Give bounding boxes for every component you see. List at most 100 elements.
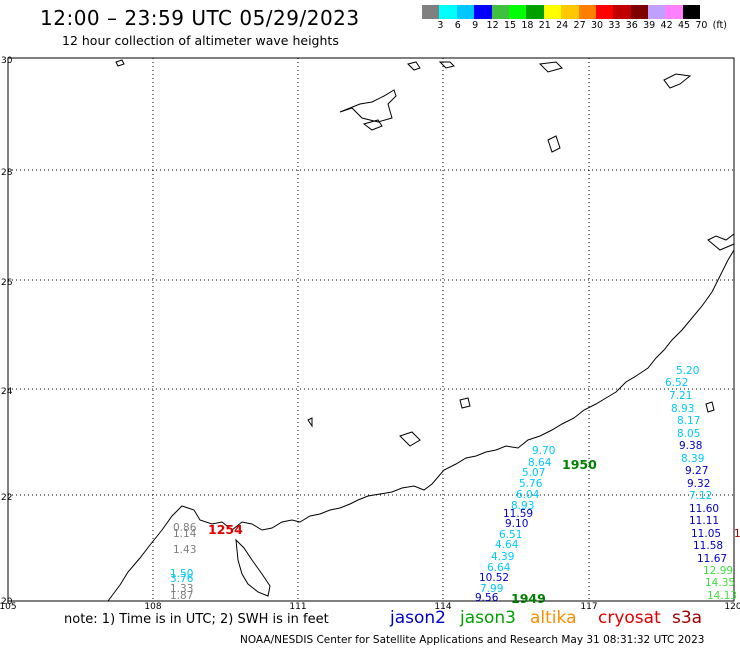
scale-label: 9 bbox=[472, 20, 479, 31]
scale-unit: (ft) bbox=[712, 20, 727, 31]
lat-label: 20 bbox=[1, 597, 13, 607]
wave-height-value: 7.99 bbox=[480, 583, 504, 595]
scale-swatch bbox=[543, 5, 562, 19]
pass-time: 1949 bbox=[511, 591, 546, 606]
lon-label: 108 bbox=[144, 602, 161, 610]
latitude-labels: 30 28 26 24 22 20 bbox=[1, 56, 13, 607]
wave-height-value: 11.58 bbox=[693, 540, 724, 552]
wave-height-value: 3.76 bbox=[170, 573, 194, 585]
scale-label: 6 bbox=[454, 20, 461, 31]
scale-label: 70 bbox=[695, 20, 708, 31]
wave-height-value: 9.70 bbox=[532, 445, 556, 457]
wave-height-value: 10.52 bbox=[479, 572, 510, 584]
wave-height-value: 7.12 bbox=[689, 490, 713, 502]
scale-swatch bbox=[422, 5, 440, 19]
scale-swatch bbox=[439, 5, 457, 19]
wave-height-value: 9.56 bbox=[475, 592, 499, 604]
pass-time: 1950 bbox=[562, 457, 597, 472]
scale-label: 15 bbox=[503, 20, 517, 31]
wave-height-value: 7.21 bbox=[669, 390, 693, 402]
wave-height-value: 8.17 bbox=[677, 415, 701, 427]
scale-label: 36 bbox=[625, 20, 638, 31]
scale-swatch bbox=[474, 5, 492, 19]
scale-label: 33 bbox=[608, 20, 621, 31]
scale-label: 18 bbox=[521, 20, 534, 31]
wave-height-value: 11.59 bbox=[503, 508, 534, 520]
wave-height-value: 5.07 bbox=[522, 467, 546, 479]
legend-jason2: jason2 bbox=[390, 608, 446, 628]
legend-cryosat: cryosat bbox=[598, 608, 661, 628]
wave-height-value: 8.05 bbox=[677, 428, 701, 440]
scale-label: 42 bbox=[660, 20, 673, 31]
wave-height-value: 12.99 bbox=[703, 565, 734, 577]
scale-swatch bbox=[648, 5, 666, 19]
wave-height-value: 8.64 bbox=[528, 457, 552, 469]
scale-label: 27 bbox=[573, 20, 586, 31]
map-frame bbox=[7, 57, 735, 602]
lat-label: 24 bbox=[1, 387, 13, 397]
scale-label: 45 bbox=[677, 20, 691, 31]
wave-height-value: 8.39 bbox=[681, 453, 705, 465]
wave-height-value: 14.35 bbox=[705, 577, 736, 589]
wave-height-value: 5.20 bbox=[676, 365, 700, 377]
lon-label: 114 bbox=[434, 602, 451, 610]
lon-label: 111 bbox=[289, 602, 306, 610]
legend-s3a: s3a bbox=[672, 608, 703, 628]
wave-height-value: 4.39 bbox=[491, 551, 515, 563]
scale-swatch bbox=[456, 5, 475, 19]
scale-swatch bbox=[508, 5, 527, 19]
wave-height-value: 11.11 bbox=[689, 515, 720, 527]
longitude-labels: 105 108 111 114 117 120 bbox=[0, 602, 740, 610]
pass-time: 1254 bbox=[208, 522, 243, 537]
scale-swatch bbox=[665, 5, 683, 19]
wave-height-value: 11.67 bbox=[697, 553, 728, 565]
scale-swatch bbox=[561, 5, 579, 19]
lat-label: 30 bbox=[1, 56, 13, 66]
scale-swatch bbox=[613, 5, 631, 19]
wave-height-value: 5.76 bbox=[519, 478, 543, 490]
altimeter-map: 30 28 26 24 22 20 105 108 111 114 117 120 bbox=[0, 56, 740, 610]
wave-height-value: 6.04 bbox=[516, 489, 540, 501]
wave-height-value: 1 bbox=[734, 528, 740, 540]
wave-height-color-scale bbox=[422, 5, 701, 19]
wave-height-value: 6.51 bbox=[499, 529, 523, 541]
wave-height-value: 6.52 bbox=[665, 377, 689, 389]
scale-swatch bbox=[526, 5, 544, 19]
scale-swatch bbox=[595, 5, 614, 19]
lon-label: 117 bbox=[580, 602, 597, 610]
map-graticule bbox=[8, 58, 734, 601]
wave-height-value: 11.60 bbox=[689, 503, 720, 515]
scale-label: 3 bbox=[437, 20, 444, 31]
lon-label: 120 bbox=[724, 602, 740, 610]
map-title: 12:00 – 23:59 UTC 05/29/2023 bbox=[40, 6, 360, 30]
scale-swatch bbox=[682, 5, 701, 19]
legend-jason3: jason3 bbox=[460, 608, 516, 628]
color-scale-labels: 3 6 9 12 15 18 21 24 27 30 33 36 39 42 45 70 (ft) bbox=[422, 20, 732, 34]
scale-label: 12 bbox=[486, 20, 499, 31]
wave-height-value: 9.27 bbox=[685, 465, 709, 477]
wave-height-value: 8.93 bbox=[671, 403, 695, 415]
legend-altika: altika bbox=[530, 608, 577, 628]
coastline bbox=[107, 59, 735, 602]
wave-height-value: 4.64 bbox=[495, 539, 519, 551]
wave-height-value: 9.38 bbox=[679, 440, 703, 452]
wave-height-value: 6.64 bbox=[487, 562, 511, 574]
wave-height-value: 1.33 bbox=[170, 583, 194, 595]
wave-height-value: 1.50 bbox=[170, 568, 194, 580]
lat-label: 22 bbox=[1, 493, 12, 503]
scale-label: 24 bbox=[556, 20, 569, 31]
credit-line: NOAA/NESDIS Center for Satellite Applica… bbox=[240, 634, 705, 646]
scale-label: 21 bbox=[538, 20, 551, 31]
scale-swatch bbox=[630, 5, 649, 19]
scale-swatch bbox=[491, 5, 509, 19]
map-subtitle: 12 hour collection of altimeter wave hei… bbox=[62, 33, 339, 48]
wave-height-value: 0.86 bbox=[173, 522, 197, 534]
wave-height-value: 9.10 bbox=[505, 518, 529, 530]
lat-label: 26 bbox=[1, 278, 13, 288]
lat-label: 28 bbox=[1, 168, 13, 178]
units-note: note: 1) Time is in UTC; 2) SWH is in fe… bbox=[64, 612, 329, 627]
lon-label: 105 bbox=[0, 602, 17, 610]
wave-height-value: 1.43 bbox=[173, 544, 197, 556]
wave-height-value: 8.93 bbox=[511, 500, 535, 512]
scale-label: 30 bbox=[590, 20, 604, 31]
